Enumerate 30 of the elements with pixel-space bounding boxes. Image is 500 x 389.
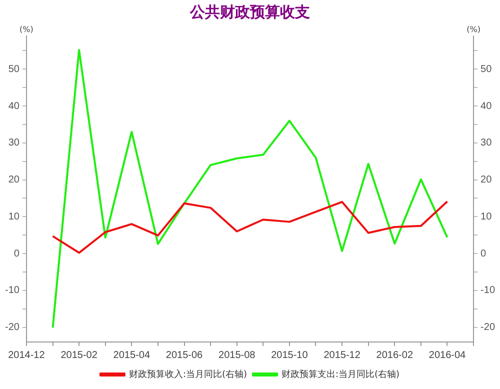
x-tick-label: 2016-04 bbox=[428, 350, 466, 361]
x-tick-label: 2014-12 bbox=[8, 350, 46, 361]
x-tick-label: 2015-06 bbox=[166, 350, 204, 361]
y-axis-title: (%) bbox=[20, 25, 34, 34]
y2-tick-label: 0 bbox=[480, 248, 487, 260]
legend-label: 财政预算收入:当月同比(右轴) bbox=[128, 368, 248, 380]
x-tick-label: 2015-08 bbox=[218, 350, 256, 361]
y-tick-label: 50 bbox=[8, 64, 20, 75]
y2-axis-title: (%) bbox=[466, 25, 480, 34]
y2-tick-label: -10 bbox=[480, 285, 496, 296]
y2-tick-label: 10 bbox=[480, 211, 492, 222]
x-tick-label: 2015-02 bbox=[60, 350, 98, 361]
x-tick-label: 2015-10 bbox=[271, 350, 308, 361]
y-tick-label: 40 bbox=[8, 100, 20, 112]
y-tick-label: 10 bbox=[8, 211, 20, 222]
y2-tick-label: 30 bbox=[480, 138, 492, 149]
x-tick-label: 2015-12 bbox=[324, 350, 361, 361]
y-tick-label: 30 bbox=[8, 138, 20, 149]
y-tick-label: 20 bbox=[8, 174, 20, 186]
y2-tick-label: 40 bbox=[480, 100, 492, 112]
y-tick-label: 0 bbox=[14, 248, 20, 260]
x-tick-label: 2016-02 bbox=[376, 350, 414, 361]
y2-tick-label: 50 bbox=[480, 64, 492, 75]
y2-tick-label: -20 bbox=[480, 322, 496, 334]
y-tick-label: -10 bbox=[5, 285, 20, 296]
y-tick-label: -20 bbox=[5, 322, 20, 334]
chart-title: 公共财政预算收支 bbox=[189, 2, 310, 21]
legend-label: 财政预算支出:当月同比(右轴) bbox=[282, 368, 400, 380]
y2-tick-label: 20 bbox=[480, 174, 492, 186]
x-tick-label: 2015-04 bbox=[113, 350, 150, 361]
